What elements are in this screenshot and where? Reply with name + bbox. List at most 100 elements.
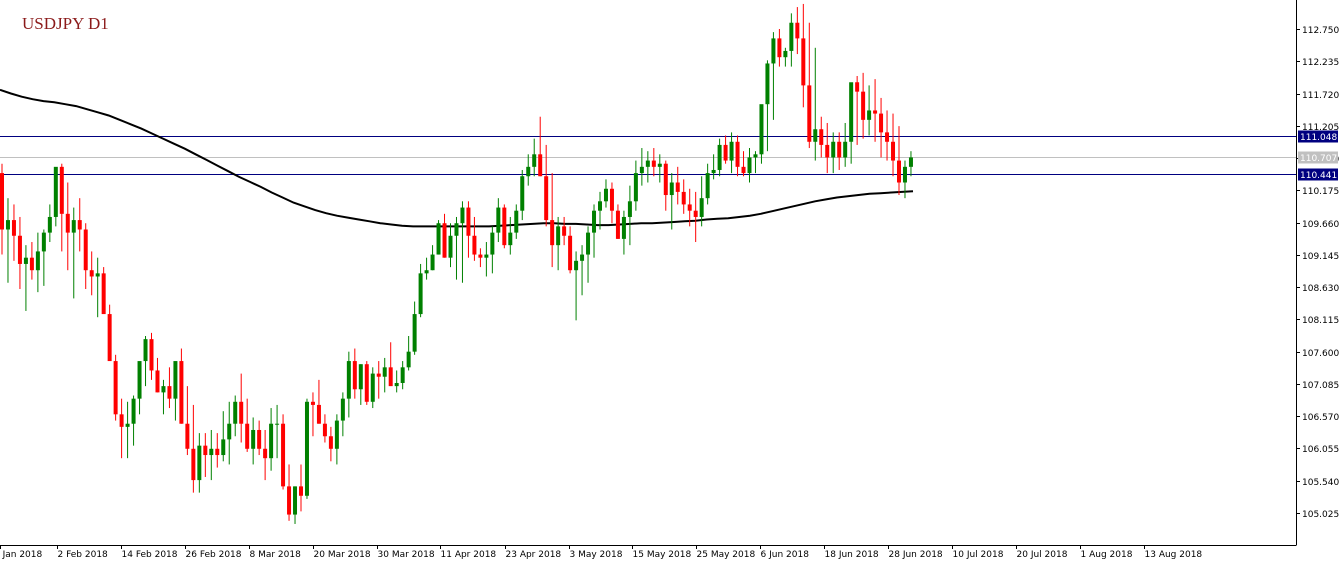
candle-body-up [460, 207, 465, 224]
candle-8 [47, 204, 52, 243]
candle-body-up [867, 110, 872, 120]
candle-body-up [346, 361, 351, 399]
candle-58 [346, 351, 351, 418]
candle-body-down [735, 141, 740, 167]
candle-67 [400, 361, 405, 390]
candle-46 [275, 404, 280, 459]
candle-body-up [520, 176, 525, 211]
candle-17 [101, 267, 106, 315]
candle-66 [394, 370, 399, 393]
candle-148 [885, 110, 890, 161]
level-label-bg-0 [1298, 130, 1338, 143]
candle-body-up [358, 364, 363, 390]
x-tick-label: 10 Jul 2018 [953, 550, 1004, 560]
candle-body-down [167, 386, 172, 399]
candle-body-down [801, 38, 806, 86]
candle-body-down [388, 367, 393, 387]
candle-body-down [0, 173, 4, 230]
candle-49 [293, 486, 298, 524]
candle-body-up [657, 163, 662, 167]
candle-body-up [436, 223, 441, 255]
candle-77 [460, 201, 465, 283]
candle-body-up [556, 226, 561, 246]
candle-142 [849, 82, 854, 164]
candle-body-down [287, 486, 292, 515]
level-label-bg-2 [1298, 168, 1338, 181]
candle-47 [281, 414, 286, 490]
candle-144 [861, 72, 866, 139]
candle-106 [633, 160, 638, 211]
candle-42 [251, 417, 256, 465]
candle-body-up [902, 166, 907, 183]
candle-body-up [35, 251, 40, 271]
candle-98 [586, 226, 591, 283]
x-tick-label: 20 Mar 2018 [314, 550, 371, 560]
candle-body-up [47, 216, 52, 233]
candle-122 [729, 132, 734, 174]
candle-33 [197, 433, 202, 493]
candle-6 [35, 232, 40, 293]
candle-body-up [580, 254, 585, 261]
candle-2 [11, 204, 16, 261]
y-tick-label: 105.540 [1302, 478, 1339, 488]
candle-28 [167, 367, 172, 409]
candle-111 [663, 160, 668, 211]
candle-78 [466, 201, 471, 258]
candle-body-down [675, 182, 680, 192]
candle-body-down [322, 423, 327, 437]
candle-body-down [149, 339, 154, 371]
candle-body-up [221, 439, 226, 456]
candle-93 [556, 216, 561, 271]
candle-body-down [203, 445, 208, 456]
candle-38 [227, 401, 232, 465]
candle-body-down [263, 448, 268, 459]
x-tick-label: 30 Mar 2018 [378, 550, 435, 560]
candle-body-down [651, 160, 656, 167]
candle-body-up [783, 50, 788, 58]
x-tick-label: 2 Feb 2018 [58, 550, 109, 560]
candle-body-down [245, 423, 250, 449]
candle-body-up [394, 382, 399, 387]
candle-112 [669, 173, 674, 230]
x-tick-label: 6 Jun 2018 [761, 550, 810, 560]
candle-31 [185, 386, 190, 456]
candle-45 [269, 408, 274, 471]
candle-body-down [376, 373, 381, 377]
candle-body-down [352, 361, 357, 390]
candle-body-up [304, 401, 309, 496]
candle-56 [334, 414, 339, 465]
candle-body-down [615, 210, 620, 239]
moving-average [0, 88, 914, 228]
candle-body-up [53, 166, 58, 217]
candle-body-down [466, 207, 471, 236]
candle-95 [568, 226, 573, 274]
x-axis: 8 Jan 2018 2 Feb 2018 14 Feb 2018 26 Feb 20… [0, 545, 1202, 560]
candle-body-up [340, 398, 345, 421]
candle-0 [0, 163, 4, 255]
candle-29 [173, 361, 178, 421]
candle-body-up [639, 166, 644, 174]
candle-body-down [562, 226, 567, 236]
candle-63 [376, 361, 381, 399]
candle-30 [179, 348, 184, 424]
x-tick-label: 20 Jul 2018 [1017, 550, 1068, 560]
candle-126 [753, 151, 758, 174]
candle-97 [580, 245, 585, 296]
candle-body-down [538, 154, 543, 177]
candle-109 [651, 148, 656, 177]
x-tick-label: 15 May 2018 [633, 550, 692, 560]
candle-body-down [693, 210, 698, 217]
candle-body-up [41, 232, 46, 252]
candle-72 [430, 245, 435, 271]
candle-body-down [681, 191, 686, 205]
candle-132 [789, 13, 794, 67]
candle-19 [113, 354, 118, 421]
candle-52 [310, 392, 315, 437]
x-tick-label: 11 Apr 2018 [441, 550, 497, 560]
candle-body-down [472, 235, 477, 255]
candle-body-down [83, 229, 88, 271]
candle-101 [603, 179, 608, 208]
candle-141 [843, 122, 848, 167]
candle-35 [209, 429, 214, 481]
